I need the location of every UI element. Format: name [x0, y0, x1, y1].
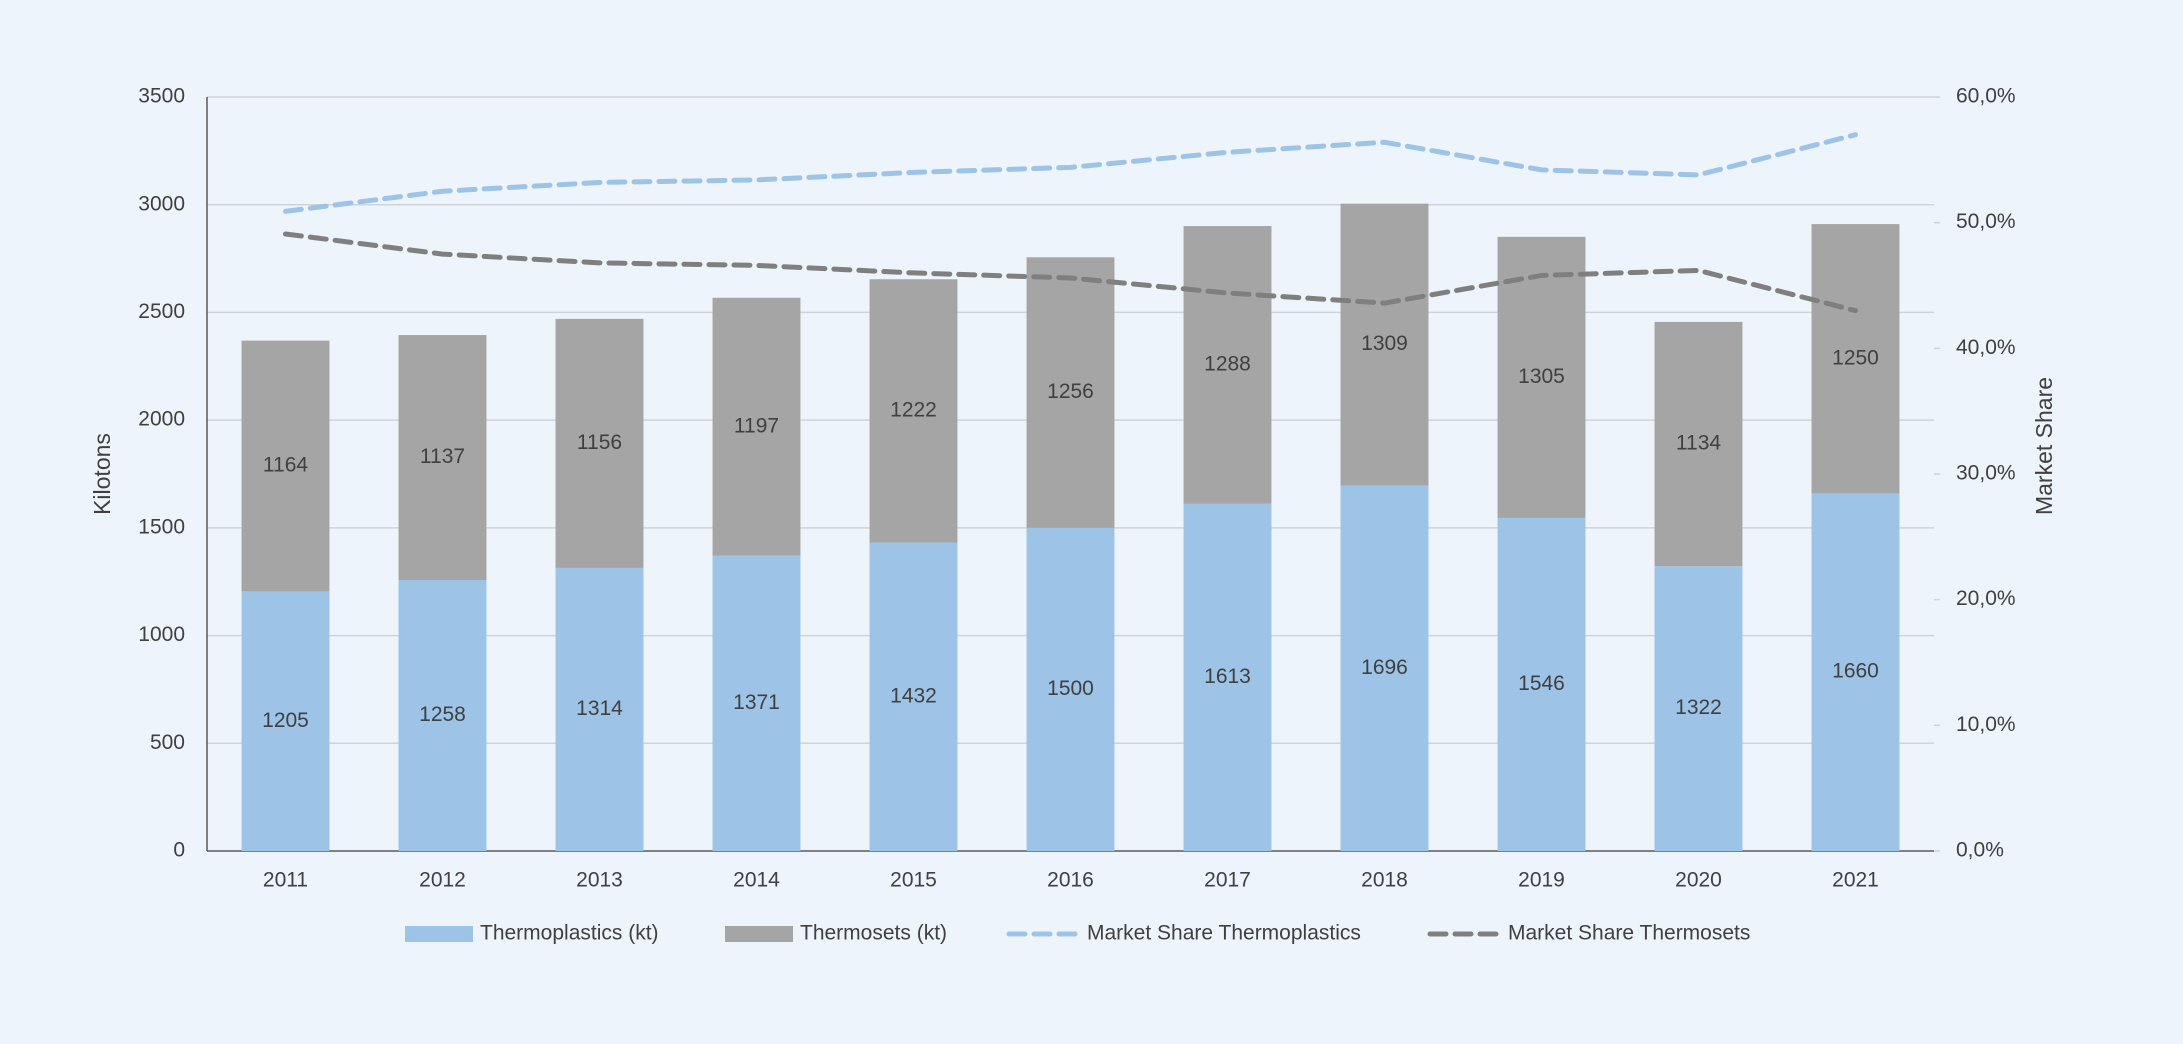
data-label: 1314 [576, 697, 623, 720]
x-tick-label: 2019 [1518, 869, 1565, 892]
data-label: 1309 [1361, 332, 1408, 355]
y-tick-label: 3000 [138, 192, 185, 215]
bar-segment [1340, 485, 1429, 851]
bar-segment [1497, 517, 1586, 851]
line [283, 231, 1858, 314]
bar-segment [555, 567, 644, 851]
x-tick-label: 2014 [733, 869, 780, 892]
x-tick-label: 2013 [576, 869, 623, 892]
data-label: 1250 [1832, 346, 1879, 369]
bar-segment [1026, 257, 1115, 528]
data-label: 1288 [1204, 352, 1251, 375]
bar-segment [1026, 527, 1115, 851]
data-label: 1197 [734, 414, 779, 437]
y2-tick-label: 30,0% [1956, 462, 2016, 485]
legend-label: Market Share Thermosets [1508, 922, 1750, 945]
bar-segment [1654, 321, 1743, 567]
data-label: 1432 [890, 684, 937, 707]
data-label: 1156 [577, 431, 622, 454]
data-label: 1205 [262, 709, 309, 732]
data-label: 1371 [733, 691, 780, 714]
data-label: 1258 [419, 703, 466, 726]
x-tick-label: 2018 [1361, 869, 1408, 892]
legend-label: Thermoplastics (kt) [480, 922, 659, 945]
data-label: 1164 [263, 454, 308, 477]
data-label: 1134 [1676, 432, 1721, 455]
bar-segment [1811, 493, 1900, 851]
bar-segment [1183, 503, 1272, 851]
x-tick-label: 2012 [419, 869, 466, 892]
bar-segment [398, 579, 487, 851]
x-tick-label: 2017 [1204, 869, 1251, 892]
x-tick-label: 2011 [263, 869, 308, 892]
y-tick-label: 0 [173, 839, 185, 862]
y-tick-label: 3500 [138, 85, 185, 108]
bar-segment [1183, 226, 1272, 504]
data-label: 1613 [1204, 665, 1251, 688]
y-tick-label: 500 [150, 731, 185, 754]
y-tick-label: 2000 [138, 408, 185, 431]
legend-label: Thermosets (kt) [800, 922, 947, 945]
data-label: 1222 [890, 398, 937, 421]
x-tick-label: 2021 [1832, 869, 1879, 892]
x-tick-label: 2015 [890, 869, 937, 892]
x-tick-label: 2016 [1047, 869, 1094, 892]
bar-segment [1811, 224, 1900, 494]
legend-swatch [725, 926, 793, 942]
y2-tick-label: 50,0% [1956, 210, 2016, 233]
y2-tick-label: 60,0% [1956, 85, 2016, 108]
y2-tick-label: 0,0% [1956, 839, 2004, 862]
y2-tick-label: 20,0% [1956, 587, 2016, 610]
bar-segment [869, 279, 958, 543]
data-label: 1322 [1675, 696, 1722, 719]
bar-segment [398, 335, 487, 580]
y-tick-label: 2500 [138, 300, 185, 323]
bar-segment [1340, 203, 1429, 486]
y2-tick-label: 10,0% [1956, 713, 2016, 736]
bar-segment [712, 555, 801, 851]
legend-label: Market Share Thermoplastics [1087, 922, 1361, 945]
y-axis-title: Kilotons [89, 433, 115, 515]
bar-segment [241, 591, 330, 851]
data-label: 1137 [420, 445, 465, 468]
bar-segment [241, 340, 330, 592]
y-tick-label: 1500 [138, 515, 185, 538]
legend-swatch [405, 926, 473, 942]
bar-segment [712, 297, 801, 556]
bar-segment [1497, 236, 1586, 518]
data-label: 1256 [1047, 380, 1094, 403]
data-label: 1546 [1518, 672, 1565, 695]
y2-tick-label: 40,0% [1956, 336, 2016, 359]
bar-segment [869, 542, 958, 851]
line [283, 132, 1858, 214]
data-label: 1660 [1832, 660, 1879, 683]
y2-axis-title: Market Share [2031, 377, 2057, 515]
data-label: 1305 [1518, 365, 1565, 388]
data-label: 1500 [1047, 677, 1094, 700]
bar-segment [555, 318, 644, 568]
x-tick-label: 2020 [1675, 869, 1722, 892]
y-tick-label: 1000 [138, 623, 185, 646]
data-label: 1696 [1361, 656, 1408, 679]
bar-segment [1654, 566, 1743, 851]
